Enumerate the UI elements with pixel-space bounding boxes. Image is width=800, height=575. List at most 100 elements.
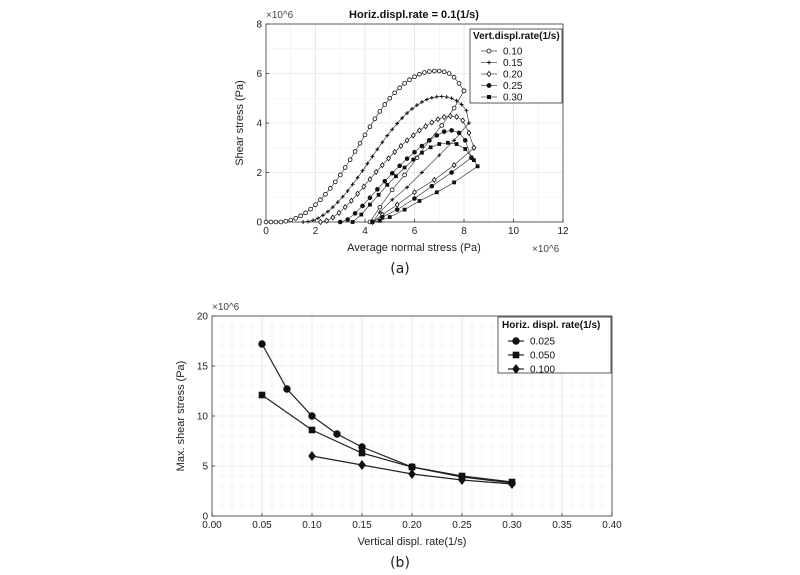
data-point-0.20 (435, 116, 441, 123)
data-point-0.30 (402, 207, 407, 212)
data-point-0.15 (390, 127, 395, 132)
data-point-0.30 (394, 174, 398, 179)
y-tick-label: 6 (256, 69, 262, 80)
data-point-0.10 (278, 219, 284, 225)
data-point-0.10 (387, 95, 393, 101)
data-point-0.15 (330, 205, 335, 210)
legend-label-0.050: 0.050 (530, 351, 555, 362)
data-point-0.20 (392, 148, 398, 156)
data-point-0.20 (447, 112, 453, 120)
data-point-0.15 (377, 210, 382, 214)
data-point-0.25 (337, 219, 343, 225)
data-point-0.10 (461, 88, 467, 94)
data-point-0.25 (382, 178, 388, 184)
x-tick-label: 0.25 (452, 520, 472, 531)
chart-b-legend-title: Horiz. displ. rate(1/s) (502, 320, 600, 331)
data-point-0.15 (316, 216, 320, 221)
data-point-0.30 (472, 158, 476, 163)
data-point-0.15 (420, 170, 424, 175)
data-point-0.15 (400, 116, 405, 120)
data-point-0.15 (429, 95, 434, 100)
x-tick-label: 0.10 (302, 520, 322, 531)
y-tick-label: 10 (197, 412, 209, 423)
data-point-0.25 (412, 149, 417, 155)
data-point-0.10 (392, 90, 398, 96)
series-0.25 (337, 128, 474, 225)
y-tick-label: 0 (202, 512, 208, 523)
data-point-0.10 (357, 140, 363, 146)
data-point-0.25 (412, 196, 417, 201)
data-point-0.20 (330, 214, 336, 221)
data-point-0.10 (431, 68, 437, 74)
chart-a-legend-box (469, 28, 563, 104)
legend-marker-0.30 (487, 95, 491, 99)
x-tick-label: 10 (508, 226, 520, 237)
data-point-0.10 (308, 206, 313, 212)
series-line-0.050 (261, 394, 513, 483)
legend-marker-0.25 (486, 83, 492, 88)
data-point-0.10 (332, 179, 338, 185)
data-point-0.30 (370, 220, 375, 224)
legend-label-0.30: 0.30 (503, 93, 523, 104)
data-point-0.10 (377, 204, 383, 210)
data-point-0.050 (408, 463, 416, 471)
data-point-0.15 (420, 100, 424, 104)
data-point-0.25 (367, 195, 373, 201)
data-point-0.15 (385, 133, 390, 138)
legend-marker-0.10 (486, 48, 492, 54)
chart-a: 0 2 4 6 8 10 12 0 2 4 6 8 Horiz.displ.rate = 0.1(1… (234, 9, 569, 277)
data-point-0.25 (449, 128, 454, 133)
chart-a-legend-title: Vert.displ.rate(1/s) (473, 31, 560, 42)
chart-b-caption: (b) (390, 555, 410, 571)
data-point-0.30 (387, 215, 392, 219)
data-point-0.20 (404, 137, 410, 144)
chart-b-y-ticks: 0 5 10 15 20 (197, 312, 215, 523)
data-point-0.20 (410, 132, 416, 139)
data-point-0.25 (441, 129, 447, 134)
data-point-0.15 (375, 147, 380, 152)
data-point-0.15 (454, 98, 459, 103)
data-point-0.20 (379, 161, 385, 169)
data-point-0.025 (258, 340, 266, 348)
y-tick-label: 15 (197, 362, 209, 373)
data-point-0.100 (458, 475, 466, 485)
data-point-0.20 (451, 161, 457, 169)
chart-b-x-label: Vertical displ. rate(1/s) (358, 536, 467, 548)
data-point-0.15 (434, 94, 439, 99)
data-point-0.20 (361, 183, 367, 190)
x-tick-label: 8 (461, 226, 467, 237)
data-point-0.30 (437, 142, 442, 146)
x-tick-label: 12 (557, 226, 569, 237)
data-point-0.10 (313, 202, 318, 207)
chart-a-series (263, 68, 480, 226)
data-point-0.20 (348, 197, 354, 204)
data-point-0.15 (350, 182, 355, 187)
data-point-0.10 (283, 218, 289, 224)
data-point-0.10 (293, 215, 299, 221)
data-point-0.20 (373, 168, 379, 176)
data-point-0.25 (360, 203, 365, 209)
data-point-0.30 (359, 212, 364, 217)
data-point-0.10 (412, 74, 417, 80)
legend-entry-0.100: 0.100 (508, 364, 555, 376)
data-point-0.20 (429, 119, 435, 126)
series-0.10 (263, 68, 467, 225)
data-point-0.15 (449, 96, 454, 101)
data-point-0.20 (471, 144, 477, 151)
data-point-0.10 (414, 155, 420, 160)
legend-marker-0.100 (512, 364, 520, 374)
data-point-0.25 (462, 138, 468, 143)
data-point-0.15 (311, 218, 315, 223)
x-tick-label: 4 (362, 226, 368, 237)
data-point-0.15 (301, 220, 306, 224)
legend-marker-0.050 (512, 351, 520, 359)
data-point-0.25 (380, 214, 385, 220)
data-point-0.20 (441, 113, 447, 121)
data-point-0.10 (273, 219, 279, 225)
data-point-0.15 (325, 209, 330, 214)
data-point-0.30 (417, 199, 422, 203)
legend-marker-0.025 (512, 337, 520, 345)
data-point-0.10 (288, 217, 294, 223)
data-point-0.10 (389, 187, 395, 193)
data-point-0.15 (439, 94, 444, 99)
